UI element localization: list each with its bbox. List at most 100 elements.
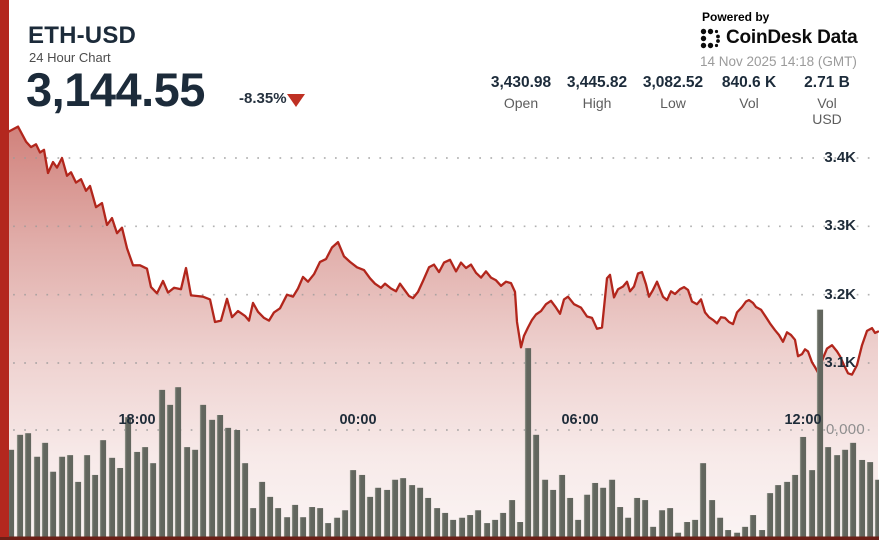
volume-bar (858, 459, 866, 537)
volume-bar (233, 430, 241, 537)
chart-timestamp: 14 Nov 2025 14:18 (GMT) (700, 54, 857, 69)
x-axis-label: 00:00 (339, 412, 377, 428)
y-axis-label: 3.1K (824, 354, 856, 371)
volume-bar (91, 474, 99, 537)
volume-bar (449, 519, 457, 537)
volume-bar (416, 487, 424, 537)
volume-bar (608, 479, 616, 537)
volume-bar (674, 532, 682, 537)
volume-bar (41, 442, 49, 537)
volume-bar (749, 515, 757, 537)
volume-bar (349, 470, 357, 537)
volume-bar (508, 500, 516, 537)
volume-bar (516, 522, 524, 537)
volume-bar (58, 456, 66, 537)
volume-bar (833, 455, 841, 537)
volume-bar (591, 482, 599, 537)
volume-bar (466, 515, 474, 537)
stat-volume-value: 840.6 K (721, 74, 777, 91)
y-axis-label: 3.4K (824, 149, 856, 166)
volume-bar (383, 489, 391, 537)
volume-bar (458, 517, 466, 537)
price-down-arrow-icon (287, 94, 305, 107)
volume-bar (716, 517, 724, 537)
chart-subtitle: 24 Hour Chart (29, 50, 111, 65)
x-axis-label: 06:00 (561, 412, 599, 428)
volume-bar (99, 440, 107, 537)
volume-bar (149, 463, 157, 537)
volume-bar (549, 489, 557, 537)
coindesk-logo-icon (700, 28, 720, 48)
volume-bar (258, 481, 266, 537)
stat-open: 3,430.98 Open (491, 74, 551, 111)
volume-bar (133, 451, 141, 537)
volume-bar (558, 474, 566, 537)
price-area-fill (0, 126, 878, 540)
volume-bar (616, 507, 624, 537)
volume-bar (299, 517, 307, 537)
left-accent-stripe (0, 0, 9, 537)
volume-bar (708, 500, 716, 537)
volume-bar (666, 508, 674, 537)
volume-bar (641, 500, 649, 537)
volume-bar (49, 471, 57, 537)
volume-bar (599, 487, 607, 537)
x-axis-label: 12:00 (784, 412, 822, 428)
volume-bar (399, 478, 407, 537)
volume-bar (183, 447, 191, 537)
stat-open-value: 3,430.98 (490, 74, 552, 91)
stat-low-value: 3,082.52 (642, 74, 704, 91)
volume-bar (574, 519, 582, 537)
instrument-symbol: ETH-USD (28, 22, 137, 49)
volume-bar (308, 507, 316, 537)
volume-bar (633, 497, 641, 537)
volume-bar (866, 462, 874, 537)
volume-bar (199, 404, 207, 537)
stat-open-label: Open (503, 95, 539, 111)
volume-bar (841, 449, 849, 537)
volume-bar (758, 530, 766, 537)
volume-bar (532, 434, 540, 537)
volume-bar (66, 455, 74, 537)
volume-bar (583, 494, 591, 537)
volume-bar (249, 508, 257, 537)
volume-bar (124, 417, 132, 537)
price-line (0, 125, 879, 376)
volume-bar (108, 457, 116, 537)
volume-bar (158, 389, 166, 537)
volume-bar (433, 508, 441, 537)
volume-bar (766, 493, 774, 537)
volume-bar (424, 497, 432, 537)
volume-bar (116, 467, 124, 537)
volume-bar (408, 485, 416, 537)
volume-bar (83, 455, 91, 537)
volume-bar (33, 456, 41, 537)
coindesk-logo-text: CoinDesk Data (726, 27, 858, 48)
volume-bar (166, 404, 174, 537)
volume-bar (474, 510, 482, 537)
volume-bar (74, 481, 82, 537)
volume-bar (524, 348, 532, 537)
volume-bar (699, 463, 707, 537)
y-axis-label: 3.2K (824, 285, 856, 303)
volume-bar (341, 510, 349, 537)
volume-bar (216, 415, 224, 537)
volume-bar (283, 517, 291, 537)
volume-bar (566, 497, 574, 537)
volume-bar (266, 496, 274, 537)
volume-bar (733, 532, 741, 537)
y-axis-label: 3.3K (824, 217, 856, 235)
volume-bar (483, 523, 491, 537)
volume-bar (783, 481, 791, 537)
stat-volume-usd-value: 2.71 B (804, 74, 850, 91)
volume-bar (649, 526, 657, 537)
volume-bar (291, 504, 299, 537)
coindesk-data-logo[interactable]: CoinDesk Data (700, 27, 858, 49)
volume-bar (774, 485, 782, 537)
volume-bar (374, 487, 382, 537)
volume-bar (174, 387, 182, 537)
volume-bar (816, 309, 824, 537)
volume-bar (208, 419, 216, 537)
volume-bar (366, 496, 374, 537)
